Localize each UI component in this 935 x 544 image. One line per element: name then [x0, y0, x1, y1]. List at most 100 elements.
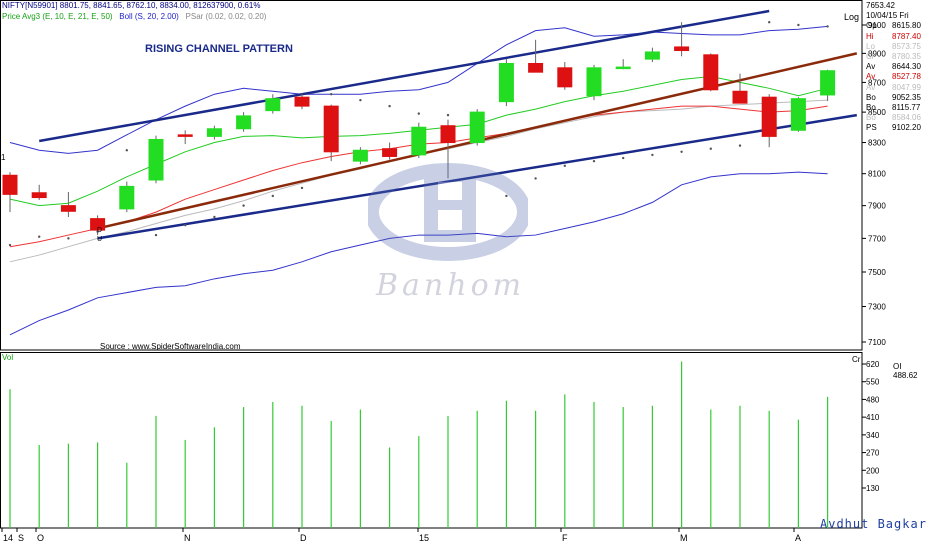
psar-dot: [184, 223, 187, 227]
candle-body: [90, 218, 106, 231]
candle-body: [119, 185, 135, 210]
psar-dot: [446, 113, 450, 117]
stat-key: Lo: [866, 41, 875, 51]
stat-key: Bo: [866, 103, 876, 113]
candle-body: [177, 134, 193, 137]
candle-body: [586, 67, 602, 97]
psar-dot: [651, 153, 654, 157]
stat-key: Op: [866, 21, 877, 31]
stat-value: 8584.06: [892, 113, 921, 123]
volume-tick-label: 550: [866, 378, 880, 387]
wave-mark-d: D: [97, 227, 103, 234]
psar-dot: [154, 233, 158, 237]
psar-dot: [738, 144, 742, 147]
channel-lower-line: [97, 113, 858, 240]
price-tick-label: 8300: [868, 139, 886, 148]
stat-value: 8780.35: [892, 52, 921, 62]
stat-key: Av: [866, 72, 876, 82]
ohlc-header: NIFTY[N59901] 8801.75, 8841.65, 8762.10,…: [2, 1, 261, 10]
author-signature: Avdhut Bagkar: [820, 517, 927, 531]
candle-body: [411, 126, 427, 156]
candle-body: [294, 96, 310, 107]
volume-pane-label: Vol: [2, 353, 14, 362]
candle-body: [674, 46, 690, 52]
psar-dot: [38, 235, 41, 238]
x-tick-label: F: [562, 533, 568, 543]
boll-legend: Boll (S, 20, 2.00): [119, 12, 179, 21]
psar-dot: [797, 23, 800, 27]
psar-dot: [330, 93, 333, 96]
price-pane-frame: [0, 0, 863, 351]
stats-panel: 7653.42 10/04/15 Fri Op 8615.80 Hi 8787.40 Lo 8…: [866, 1, 921, 134]
psar-dot: [271, 194, 274, 198]
stat-row: 10/04/15 Fri: [866, 11, 921, 21]
x-tick-label: A: [795, 533, 801, 543]
stat-value: 8644.30: [892, 62, 921, 72]
price-tick-label: 7100: [868, 338, 886, 347]
price-tick-label: 8900: [868, 49, 886, 58]
oi-value: 488.62: [893, 371, 918, 380]
price-tick-label: 7300: [868, 303, 886, 312]
log-scale-label: Log: [844, 12, 860, 22]
stat-row: PS 9102.20: [866, 123, 921, 133]
stat-value: 8573.75: [892, 41, 921, 51]
candle-body: [528, 62, 544, 73]
psar-legend: PSar (0.02, 0.02, 0.20): [185, 12, 267, 21]
psar-dot: [680, 150, 683, 154]
candle-body: [31, 192, 47, 199]
candle-body: [615, 66, 631, 70]
wave-mark-1: 1: [1, 153, 6, 162]
stat-value: 8047.99: [892, 82, 921, 92]
candle-body: [703, 54, 719, 91]
stat-row: Cl 8780.35: [866, 52, 921, 62]
x-tick-label: M: [680, 533, 688, 543]
stat-row: Bo 9052.35: [866, 93, 921, 103]
stat-value: 9102.20: [892, 123, 921, 133]
stat-row: 7653.42: [866, 1, 921, 11]
watermark-logo: [365, 160, 531, 275]
price-tick-label: 8700: [868, 78, 886, 87]
volume-tick-label: 200: [866, 466, 880, 475]
psar-dot: [563, 164, 566, 168]
psar-dot: [125, 149, 128, 152]
x-tick-label: N: [184, 533, 191, 543]
stat-key: Bo: [866, 92, 876, 102]
candle-body: [148, 138, 164, 181]
candle-body: [382, 148, 398, 157]
candle-body: [440, 125, 456, 144]
candle-body: [352, 149, 368, 162]
volume-tick-label: 620: [866, 360, 880, 369]
x-tick-label: 14: [3, 533, 13, 543]
stat-key: Bo: [866, 113, 876, 123]
stat-key: Av: [866, 82, 876, 92]
psar-dot: [417, 112, 420, 115]
stat-value: 8787.40: [892, 31, 921, 41]
price-tick-label: 7500: [868, 268, 886, 277]
stat-row: Lo 8573.75: [866, 42, 921, 52]
candle-body: [2, 174, 18, 195]
ma-legend: Price Avg3 (E, 10, E, 21, E, 50): [2, 12, 113, 21]
psar-dot: [505, 194, 508, 198]
stat-row: Bo 8115.77: [866, 103, 921, 113]
candle-body: [498, 62, 514, 103]
x-tick-label: S: [18, 533, 24, 543]
oi-readout: OI 488.62: [893, 362, 935, 380]
indicator-header: Price Avg3 (E, 10, E, 21, E, 50) Boll (S…: [2, 12, 266, 21]
wave-mark-u: U: [97, 236, 103, 243]
price-tick-label: 7700: [868, 234, 886, 243]
pattern-title: RISING CHANNEL PATTERN: [145, 43, 293, 55]
psar-dot: [768, 20, 771, 24]
candle-body: [820, 70, 836, 96]
psar-dot: [592, 159, 596, 163]
stat-key: PS: [866, 123, 877, 133]
crore-label: Cr: [852, 355, 861, 364]
candle-body: [557, 67, 573, 88]
candle-body: [732, 90, 748, 104]
volume-pane-frame: [0, 352, 863, 529]
x-tick-label: D: [300, 533, 307, 543]
psar-dot: [622, 156, 625, 160]
stat-value: 8615.80: [892, 21, 921, 31]
stat-row: Av 8527.78: [866, 72, 921, 82]
psar-dot: [388, 104, 391, 108]
